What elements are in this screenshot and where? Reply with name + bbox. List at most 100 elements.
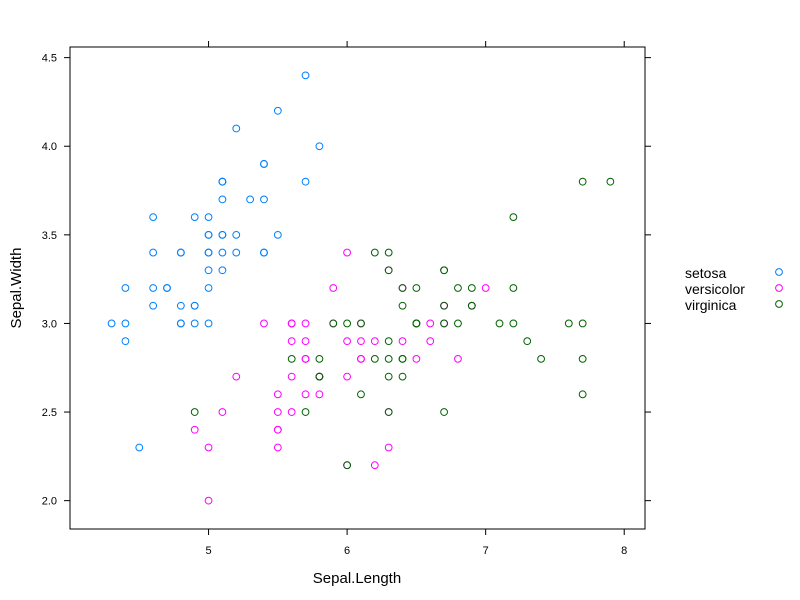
data-point-virginica [454,319,462,328]
axis-ticks [64,41,651,535]
data-point-setosa [204,266,213,275]
data-point-virginica [329,319,338,328]
data-point-setosa [176,248,185,257]
data-point-versicolor [370,337,379,346]
data-point-virginica [509,213,518,222]
legend-label-setosa: setosa [685,265,726,281]
y-tick-label: 3.0 [42,318,57,330]
data-point-virginica [384,354,393,363]
data-point-virginica [440,319,448,328]
data-point-setosa [149,284,158,292]
data-point-virginica [301,408,310,416]
data-point-setosa [121,337,130,346]
data-point-setosa [190,301,199,310]
data-point-versicolor [398,337,407,346]
data-point-setosa [232,124,241,133]
legend-label-virginica: virginica [685,297,737,313]
data-point-versicolor [301,319,310,328]
data-point-virginica [578,177,587,186]
y-tick-label: 2.0 [42,496,57,508]
data-point-virginica [467,301,476,310]
data-point-versicolor [343,337,352,346]
legend-label-versicolor: versicolor [685,281,745,297]
legend: setosa versicolor virginica [685,265,783,313]
data-point-setosa [149,301,158,310]
data-point-virginica [357,390,365,399]
data-point-virginica [384,248,393,257]
data-point-virginica [190,408,199,416]
data-point-versicolor [384,443,393,452]
data-point-setosa [163,284,171,292]
data-point-setosa [246,195,255,204]
data-point-virginica [606,177,615,186]
data-point-versicolor [190,425,199,434]
data-point-setosa [204,248,213,257]
axis-tick-labels: 5 6 7 8 2.0 2.5 3.0 3.5 4.0 4.5 [42,53,628,557]
data-point-setosa [176,319,185,328]
data-point-setosa [149,213,158,222]
data-point-virginica [370,354,379,363]
y-tick-label: 3.5 [42,230,57,242]
data-point-virginica [370,248,379,257]
data-point-virginica [578,319,587,328]
data-point-versicolor [287,319,296,328]
data-point-versicolor [301,390,310,399]
data-point-virginica [454,284,462,292]
data-point-virginica [384,408,393,416]
data-point-versicolor [481,284,490,292]
data-point-setosa [315,142,324,151]
data-point-versicolor [329,284,338,292]
x-tick-label: 6 [344,545,350,557]
data-point-setosa [135,443,144,452]
data-point-virginica [398,372,407,381]
data-point-versicolor [454,354,462,363]
data-point-setosa [218,177,227,186]
data-point-versicolor [301,337,310,346]
data-point-versicolor [273,390,282,399]
data-point-setosa [232,230,241,239]
y-tick-label: 4.0 [42,141,57,153]
series-virginica [190,177,615,470]
data-point-setosa [121,319,130,328]
data-point-virginica [467,284,476,292]
data-point-virginica [440,408,448,416]
data-point-setosa [218,248,227,257]
data-point-virginica [384,337,393,346]
data-point-setosa [218,230,227,239]
legend-marker-versicolor [775,284,783,292]
data-point-setosa [218,195,227,204]
data-point-setosa [260,248,268,257]
series-setosa [107,71,324,452]
data-point-virginica [495,319,504,328]
data-point-setosa [176,301,185,310]
data-point-virginica [384,266,393,275]
y-axis-label: Sepal.Width [8,248,25,329]
data-point-virginica [537,354,545,363]
data-point-virginica [343,461,352,470]
data-point-versicolor [412,354,421,363]
series-versicolor [190,248,490,505]
data-point-versicolor [301,354,310,363]
data-point-versicolor [357,337,365,346]
data-point-virginica [564,319,573,328]
data-point-setosa [218,266,227,275]
x-tick-label: 7 [483,545,489,557]
data-point-setosa [273,106,282,115]
data-point-virginica [343,319,352,328]
data-point-setosa [260,195,268,204]
data-point-versicolor [273,443,282,452]
data-point-versicolor [287,372,296,381]
data-point-versicolor [232,372,241,381]
data-point-virginica [384,372,393,381]
data-point-setosa [204,284,213,292]
data-point-versicolor [343,372,352,381]
data-point-setosa [260,160,268,168]
data-point-setosa [204,230,213,239]
data-point-virginica [315,372,324,381]
data-point-versicolor [357,354,365,363]
data-point-virginica [315,354,324,363]
data-point-virginica [412,284,421,292]
data-points [107,71,615,505]
data-point-versicolor [343,248,352,257]
data-point-versicolor [315,390,324,399]
